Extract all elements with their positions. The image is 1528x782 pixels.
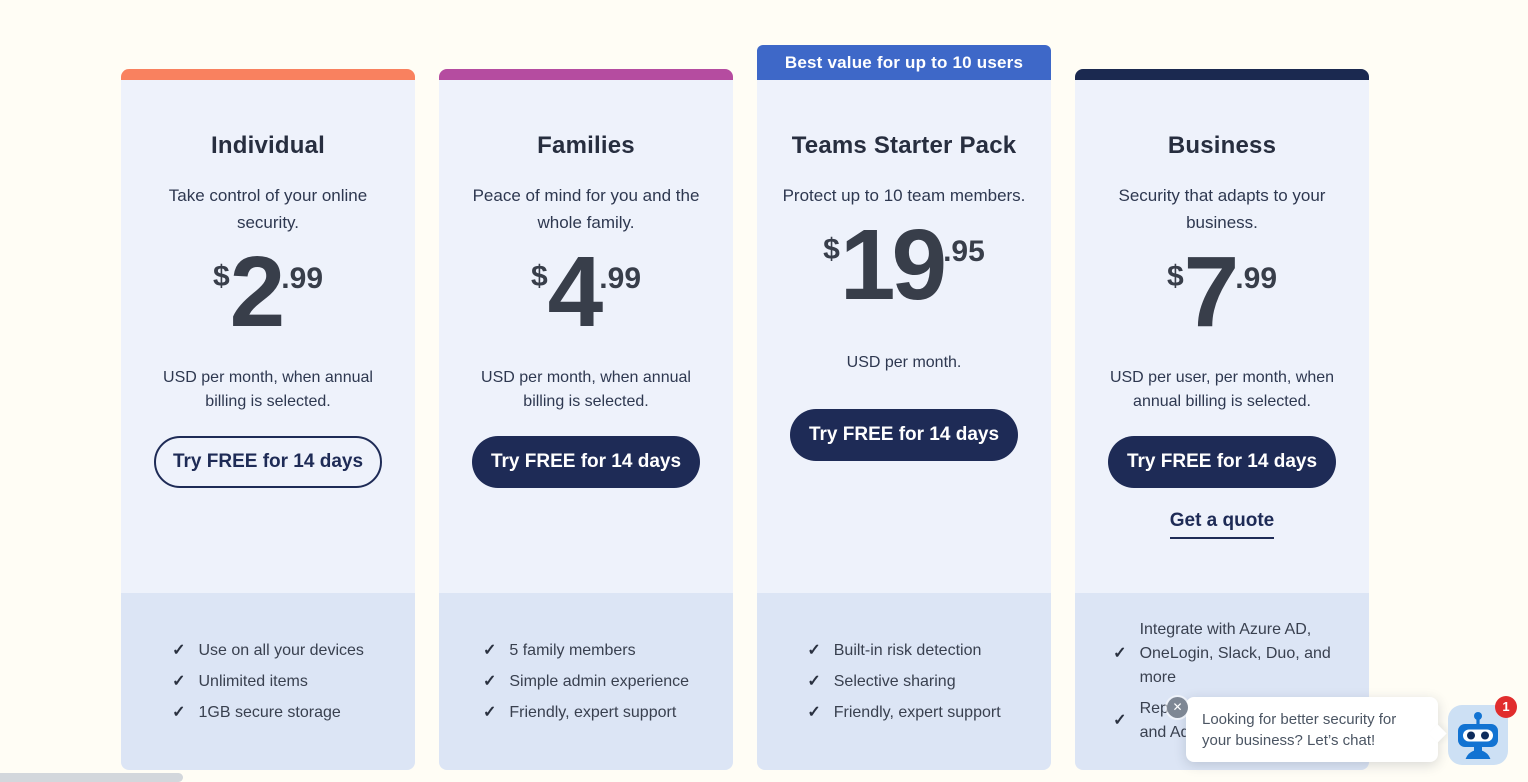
chat-launcher-button[interactable]: 1 — [1448, 696, 1517, 765]
price-decimal: .95 — [943, 235, 985, 269]
plan-price: $ 4 .99 — [530, 236, 642, 349]
check-icon: ✓ — [172, 672, 186, 690]
check-icon: ✓ — [482, 703, 497, 721]
price-currency: $ — [823, 233, 840, 267]
plan-accent-bar — [1075, 69, 1369, 80]
plan-description: Peace of mind for you and the whole fami… — [472, 186, 700, 233]
feature-item: ✓ Use on all your devices — [172, 639, 364, 663]
check-icon: ✓ — [807, 703, 821, 721]
plan-card-families: Families Peace of mind for you and the w… — [439, 45, 733, 770]
price-whole: 7 — [1183, 236, 1240, 349]
plan-description: Protect up to 10 team members. — [782, 186, 1026, 205]
best-value-banner: Best value for up to 10 users — [757, 45, 1051, 80]
feature-item: ✓ Built-in risk detection — [807, 639, 1000, 663]
plan-title: Individual — [210, 132, 325, 159]
price-currency: $ — [530, 260, 548, 294]
plan-price: $ 19 .95 — [823, 209, 985, 322]
feature-item: ✓ Simple admin experience — [483, 670, 689, 694]
plan-card-teams-starter-pack: Best value for up to 10 users Teams Star… — [757, 45, 1051, 770]
price-currency: $ — [212, 260, 230, 294]
plan-features: ✓ Built-in risk detection ✓ Selective shar… — [757, 593, 1051, 770]
plan-title: Business — [1167, 132, 1277, 159]
price-decimal: .99 — [1235, 262, 1278, 296]
plan-card-individual: Individual Take control of your online s… — [121, 45, 415, 770]
check-icon: ✓ — [172, 703, 186, 721]
horizontal-scrollbar-thumb[interactable] — [0, 773, 183, 782]
price-currency: $ — [1166, 260, 1184, 294]
try-free-button[interactable]: Try FREE for 14 days — [154, 436, 382, 489]
plan-title: Teams Starter Pack — [791, 132, 1017, 159]
pricing-cards: Individual Take control of your online s… — [121, 45, 1369, 770]
chat-message: Looking for better security for your bus… — [1202, 711, 1397, 750]
plan-accent-bar — [121, 69, 415, 80]
feature-item: ✓ Integrate with Azure AD, OneLogin, Slac… — [1113, 621, 1331, 686]
chat-popup[interactable]: ✕ Looking for better security for your b… — [1167, 697, 1447, 762]
plan-title: Families — [537, 132, 635, 159]
try-free-button[interactable]: Try FREE for 14 days — [790, 409, 1018, 462]
price-decimal: .99 — [599, 262, 642, 296]
plan-features: ✓ 5 family members ✓ Simple admin experien… — [439, 593, 733, 770]
robot-icon — [1458, 712, 1498, 759]
price-decimal: .99 — [281, 262, 324, 296]
feature-item: ✓ Selective sharing — [807, 670, 1000, 694]
check-icon: ✓ — [807, 641, 821, 659]
feature-item: ✓ Unlimited items — [172, 670, 364, 694]
check-icon: ✓ — [1113, 645, 1127, 662]
plan-features: ✓ Use on all your devices ✓ Unlimited item… — [121, 593, 415, 770]
check-icon: ✓ — [482, 672, 497, 690]
plan-card-business: Business Security that adapts to your bu… — [1075, 45, 1369, 770]
billing-note: USD per month, when annual billing is se… — [163, 368, 373, 411]
feature-item: ✓ 1GB secure storage — [172, 701, 364, 725]
feature-item: ✓ Friendly, expert support — [483, 701, 689, 725]
feature-item: ✓ Friendly, expert support — [807, 701, 1000, 725]
plan-price: $ 7 .99 — [1166, 236, 1278, 349]
try-free-button[interactable]: Try FREE for 14 days — [472, 436, 700, 489]
get-a-quote-link[interactable]: Get a quote — [1169, 510, 1275, 540]
plan-accent-bar — [439, 69, 733, 80]
plan-description: Take control of your online security. — [168, 186, 368, 233]
notification-badge: 1 — [1495, 696, 1517, 718]
price-whole: 2 — [229, 236, 286, 349]
plan-price: $ 2 .99 — [212, 236, 324, 349]
price-whole: 4 — [547, 236, 604, 349]
check-icon: ✓ — [482, 641, 497, 659]
billing-note: USD per month. — [846, 353, 962, 371]
check-icon: ✓ — [172, 641, 186, 659]
plan-description: Security that adapts to your business. — [1118, 186, 1326, 233]
price-whole: 19 — [839, 209, 947, 322]
check-icon: ✓ — [1113, 712, 1127, 729]
billing-note: USD per user, per month, when annual bil… — [1109, 368, 1335, 411]
try-free-button[interactable]: Try FREE for 14 days — [1108, 436, 1336, 489]
check-icon: ✓ — [807, 672, 821, 690]
feature-item: ✓ 5 family members — [483, 639, 689, 663]
billing-note: USD per month, when annual billing is se… — [481, 368, 691, 411]
close-icon[interactable]: ✕ — [1167, 697, 1188, 718]
